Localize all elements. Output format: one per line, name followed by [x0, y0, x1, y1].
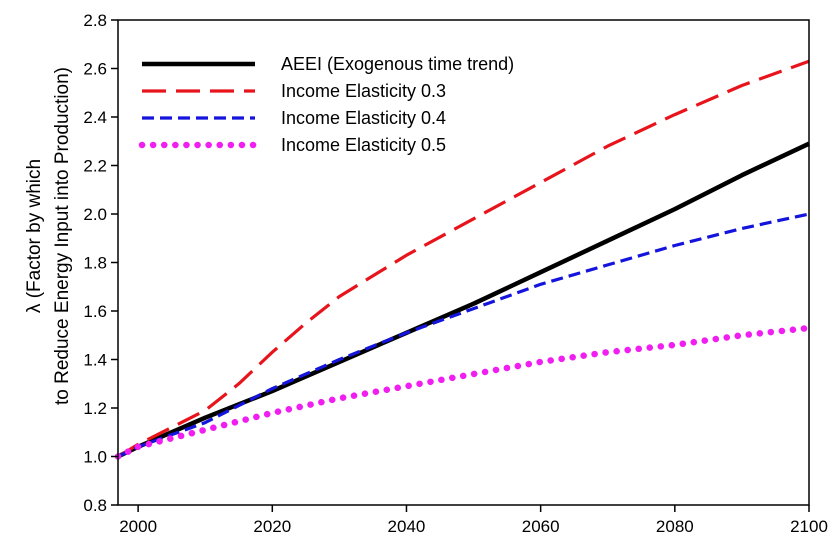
legend: AEEI (Exogenous time trend) Income Elasti…	[138, 54, 514, 155]
x-tick-label: 2000	[119, 517, 157, 536]
x-tick-label: 2040	[388, 517, 426, 536]
x-tick-label: 2080	[656, 517, 694, 536]
series-layer	[114, 59, 813, 460]
legend-label-2: Income Elasticity 0.3	[281, 81, 446, 101]
y-tick-label: 2.6	[83, 60, 107, 79]
y-tick-label: 2.4	[83, 108, 107, 127]
y-tick-label: 1.4	[83, 351, 107, 370]
y-tick-label: 1.0	[83, 448, 107, 467]
y-tick-label: 1.2	[83, 399, 107, 418]
series-line-3	[117, 212, 810, 458]
legend-label-1: AEEI (Exogenous time trend)	[281, 54, 514, 74]
y-tick-label: 2.2	[83, 157, 107, 176]
y-tick-label: 1.8	[83, 254, 107, 273]
y-axis-title: λ (Factor by which to Reduce Energy Inpu…	[24, 67, 73, 405]
series-line-2	[117, 59, 810, 458]
y-tick-label: 2.0	[83, 205, 107, 224]
y-axis-title-line-1: λ (Factor by which	[24, 159, 45, 313]
y-tick-label: 2.8	[83, 11, 107, 30]
legend-label-4: Income Elasticity 0.5	[281, 135, 446, 155]
y-tick-label: 1.6	[83, 302, 107, 321]
x-tick-label: 2020	[253, 517, 291, 536]
y-axis-title-line-2: to Reduce Energy Input into Production)	[52, 67, 73, 405]
series-line-1	[117, 141, 810, 459]
x-tick-label: 2100	[790, 517, 828, 536]
series-line-4	[114, 324, 813, 460]
y-tick-label: 0.8	[83, 496, 107, 515]
axis-layer: 2000 2020 2040 2060 2080 2100 0.8 1.0 1.2 1.4 1.6 1…	[83, 11, 828, 536]
x-tick-label: 2060	[522, 517, 560, 536]
plot-frame	[117, 19, 810, 506]
legend-label-3: Income Elasticity 0.4	[281, 108, 446, 128]
